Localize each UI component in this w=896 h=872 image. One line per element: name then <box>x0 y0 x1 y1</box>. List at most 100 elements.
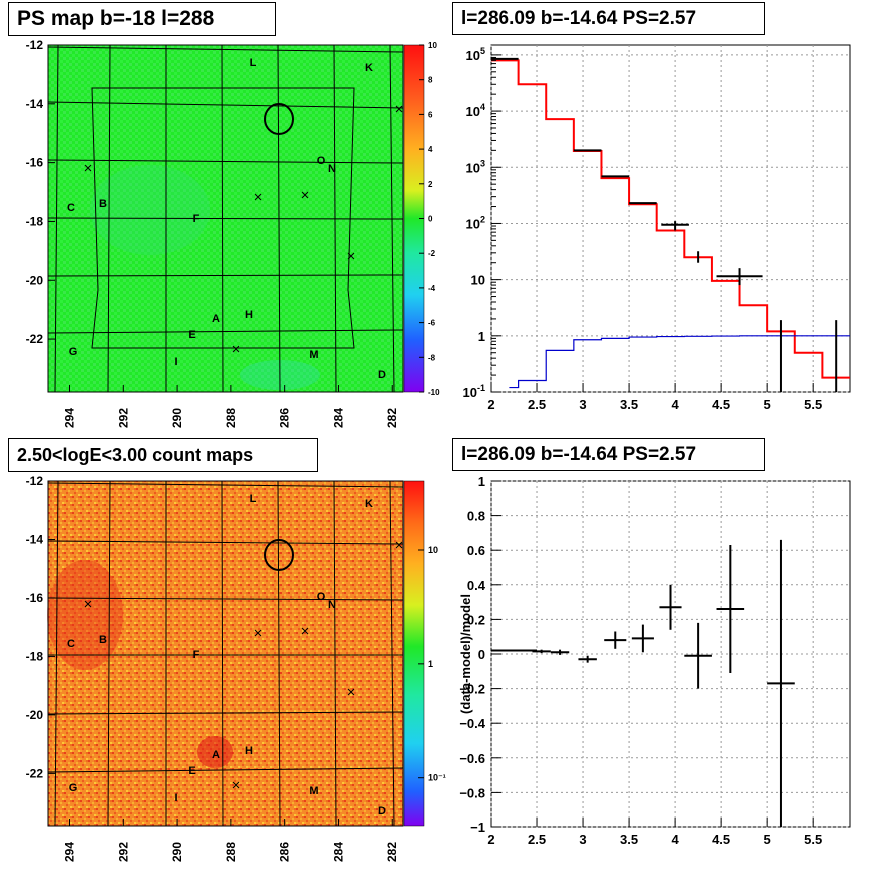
x-tick-label: 4.5 <box>712 832 730 847</box>
y-tick-label: −1 <box>470 820 485 835</box>
residual-y-label: (data-model)/model <box>458 594 473 714</box>
count-colorbar <box>403 480 425 827</box>
x-tick-label: 2.5 <box>528 397 546 412</box>
x-tick-label: 5.5 <box>804 832 822 847</box>
source-label: G <box>69 782 78 794</box>
y-tick-label: -18 <box>26 649 44 663</box>
colorbar-tick-label: 10 <box>428 41 437 50</box>
colorbar-tick-label: 10⁻¹ <box>428 773 446 783</box>
x-tick-label: 288 <box>224 842 238 862</box>
y-tick-label: 10-1 <box>463 383 485 400</box>
source-label: K <box>365 498 373 510</box>
x-tick-label: 3 <box>579 397 586 412</box>
count-map-frame <box>47 480 404 827</box>
x-tick-label: 4 <box>671 832 679 847</box>
x-tick-label: 2 <box>487 832 494 847</box>
y-tick-label: -22 <box>26 332 44 346</box>
count-map-panel: 294 292 290 288 286 284 282 -12 -14 -16 -18 -20 -22 1… <box>26 474 446 862</box>
y-tick-label: -14 <box>26 532 44 546</box>
source-label: H <box>245 745 253 757</box>
spectrum-panel: 2 2.5 3 3.5 4 4.5 5 5.5 10-1 1 10 102 103 104 105 <box>463 44 851 412</box>
x-tick-label: 290 <box>170 408 184 428</box>
count-target-circle <box>264 539 294 571</box>
colorbar-tick-label: -10 <box>428 388 440 397</box>
colorbar-tick-label: -2 <box>428 249 436 258</box>
source-label: C <box>67 638 75 650</box>
x-tick-label: 5 <box>764 832 771 847</box>
y-tick-label: 0.4 <box>467 578 486 593</box>
source-marker <box>301 191 309 199</box>
source-marker <box>347 688 355 696</box>
y-tick-label: 1 <box>478 474 485 489</box>
spectrum-plot <box>491 57 850 392</box>
y-tick-label: 0.8 <box>467 509 485 524</box>
residual-plot <box>491 539 795 827</box>
source-label: B <box>99 634 107 646</box>
source-label: G <box>69 346 78 358</box>
source-label: M <box>309 349 318 361</box>
source-label: O <box>317 155 326 167</box>
x-tick-label: 290 <box>170 842 184 862</box>
spectrum-frame <box>490 44 851 393</box>
x-tick-label: 282 <box>385 408 399 428</box>
y-tick-label: -16 <box>26 591 44 605</box>
ps-target-circle <box>264 103 294 135</box>
x-tick-label: 294 <box>63 408 77 428</box>
source-marker <box>395 541 403 549</box>
x-tick-label: 2 <box>487 397 494 412</box>
count-map-axes: 294 292 290 288 286 284 282 -12 -14 -16 -18 -20 -22 1… <box>26 474 446 862</box>
x-tick-label: 5.5 <box>804 397 822 412</box>
y-tick-label: −0.6 <box>459 751 485 766</box>
source-marker <box>254 629 262 637</box>
y-tick-label: −0.2 <box>459 682 485 697</box>
x-tick-label: 286 <box>278 842 292 862</box>
residual-axes: 2 2.5 3 3.5 4 4.5 5 5.5 1 0.8 0.6 0.4 0.2 0 −0.2 −0.4 −0… <box>459 474 822 847</box>
x-tick-label: 3 <box>579 832 586 847</box>
y-tick-label: −0.8 <box>459 785 485 800</box>
source-label: L <box>250 493 257 505</box>
model-step-line <box>491 59 850 379</box>
y-tick-label: 104 <box>466 102 485 119</box>
count-map-title: 2.50<logE<3.00 count maps <box>8 438 318 472</box>
colorbar-tick-label: -6 <box>428 319 436 328</box>
x-tick-label: 284 <box>331 408 345 428</box>
source-marker <box>395 105 403 113</box>
source-label: A <box>212 749 220 761</box>
x-tick-label: 292 <box>116 842 130 862</box>
x-tick-label: 4 <box>671 397 679 412</box>
source-label: F <box>193 649 200 661</box>
x-tick-label: 282 <box>385 842 399 862</box>
y-tick-label: -20 <box>26 273 44 287</box>
y-tick-label: -18 <box>26 214 44 228</box>
ps-map-grid <box>47 44 404 393</box>
y-tick-label: 102 <box>466 214 485 231</box>
y-tick-label: -12 <box>26 474 44 488</box>
y-tick-label: -20 <box>26 708 44 722</box>
x-tick-label: 294 <box>63 842 77 862</box>
ps-map-title: PS map b=-18 l=288 <box>8 2 276 36</box>
source-label: H <box>245 309 253 321</box>
source-label: N <box>328 599 336 611</box>
colorbar-tick-label: 6 <box>428 110 433 119</box>
source-label: I <box>174 792 177 804</box>
source-marker <box>301 627 309 635</box>
x-tick-label: 3.5 <box>620 397 638 412</box>
y-tick-label: 103 <box>466 158 485 175</box>
source-marker <box>232 345 240 353</box>
y-tick-label: -12 <box>26 38 44 52</box>
source-label: I <box>174 356 177 368</box>
source-label: O <box>317 591 326 603</box>
source-label: K <box>365 62 373 74</box>
x-tick-label: 5 <box>764 397 771 412</box>
colorbar-tick-label: 1 <box>428 659 433 669</box>
x-tick-label: 286 <box>278 408 292 428</box>
source-label: L <box>250 57 257 69</box>
source-label: C <box>67 202 75 214</box>
source-label: M <box>309 785 318 797</box>
source-marker <box>84 600 92 608</box>
ps-map-frame <box>47 44 404 393</box>
residual-frame <box>490 480 851 828</box>
background-step-line <box>509 335 850 389</box>
y-tick-label: -14 <box>26 97 44 111</box>
